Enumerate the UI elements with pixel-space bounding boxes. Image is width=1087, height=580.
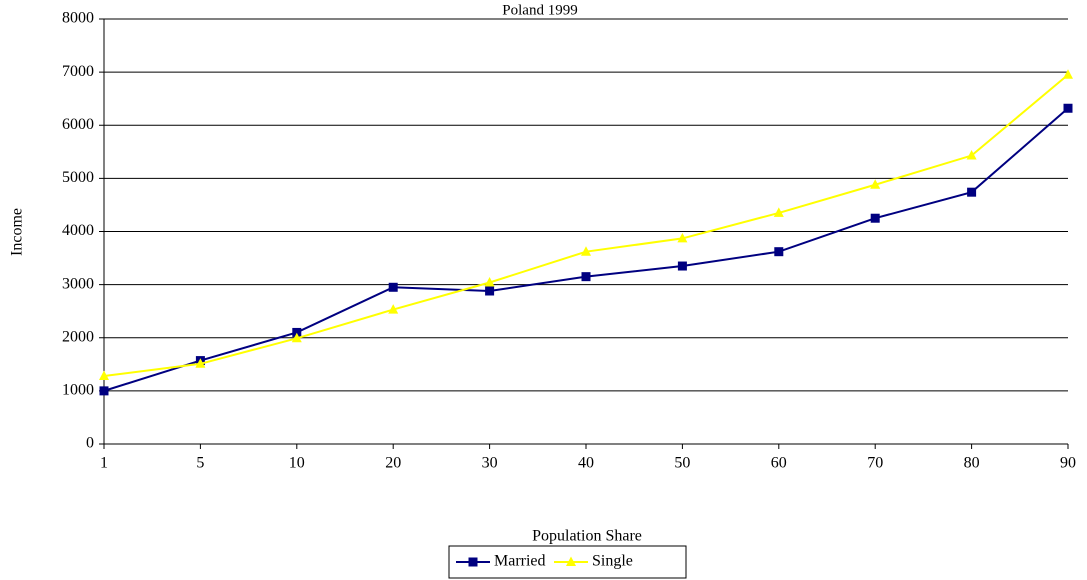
x-tick-label: 40	[578, 455, 594, 472]
legend-label: Married	[494, 553, 546, 570]
x-tick-label: 80	[964, 455, 980, 472]
data-point	[773, 207, 784, 217]
x-tick-label: 10	[289, 455, 305, 472]
data-point	[1063, 69, 1073, 79]
data-point	[677, 261, 687, 271]
data-point	[485, 286, 495, 296]
data-point	[99, 370, 109, 380]
data-point	[870, 213, 880, 223]
data-point	[677, 232, 688, 243]
x-tick-label: 90	[1060, 455, 1076, 472]
x-tick-label: 5	[196, 455, 204, 472]
y-tick-label: 0	[86, 435, 94, 452]
data-point	[581, 246, 591, 256]
data-point	[388, 304, 399, 314]
data-point	[484, 277, 495, 287]
x-tick-label: 20	[385, 455, 401, 472]
y-tick-label: 5000	[62, 169, 94, 186]
y-axis-label: Income	[9, 208, 26, 256]
data-point	[292, 327, 302, 337]
y-tick-label: 8000	[62, 10, 94, 27]
legend-label: Single	[592, 553, 633, 570]
y-tick-label: 4000	[62, 222, 94, 239]
legend-marker	[566, 556, 576, 566]
y-tick-label: 2000	[62, 328, 94, 345]
data-point	[966, 150, 977, 160]
data-point	[774, 247, 784, 257]
data-point	[581, 272, 591, 282]
chart-title: Poland 1999	[502, 2, 577, 18]
data-point	[99, 386, 109, 396]
y-tick-label: 1000	[62, 382, 94, 399]
legend-marker	[468, 557, 478, 567]
x-tick-label: 70	[867, 455, 883, 472]
series-line	[103, 74, 1069, 377]
x-tick-label: 50	[674, 455, 690, 472]
data-point	[195, 358, 206, 368]
data-point	[1063, 103, 1073, 113]
x-tick-label: 1	[100, 455, 108, 472]
data-point	[870, 179, 881, 189]
data-point	[967, 187, 977, 197]
x-tick-label: 30	[482, 455, 498, 472]
x-axis-label: Population Share	[532, 528, 642, 545]
y-tick-label: 6000	[62, 116, 94, 133]
x-tick-label: 60	[771, 455, 787, 472]
y-tick-label: 3000	[62, 275, 94, 292]
y-tick-label: 7000	[62, 63, 94, 80]
data-point	[388, 282, 398, 292]
data-point	[291, 332, 302, 343]
